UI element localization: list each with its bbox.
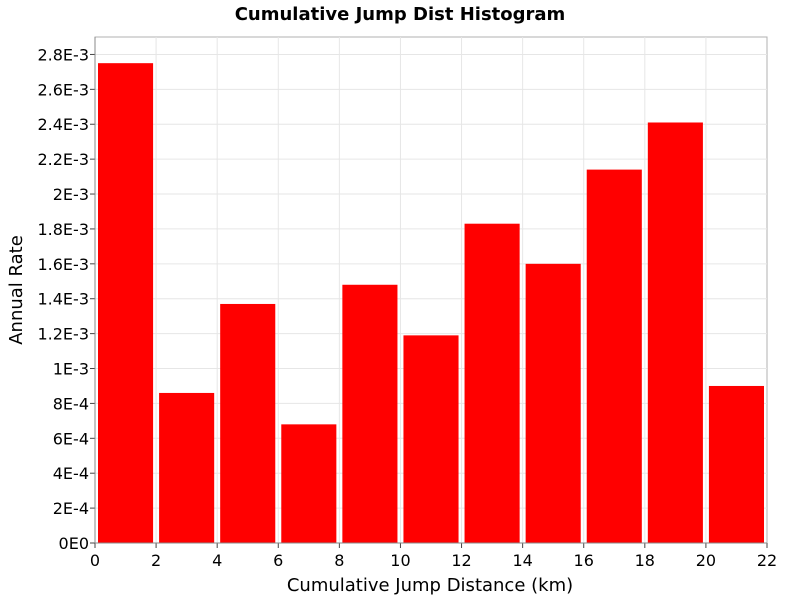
y-axis-label: Annual Rate [6, 235, 27, 345]
histogram-bar [464, 223, 520, 544]
y-tick-label: 1.8E-3 [37, 220, 89, 239]
x-tick-label: 14 [512, 551, 532, 570]
y-tick-label: 2.8E-3 [37, 45, 89, 64]
histogram-bar [281, 424, 337, 543]
histogram-bar [98, 63, 154, 543]
y-tick-label: 1.6E-3 [37, 255, 89, 274]
histogram-bar [159, 392, 215, 543]
x-tick-label: 10 [390, 551, 410, 570]
y-tick-label: 0E0 [59, 534, 89, 553]
x-tick-label: 6 [273, 551, 283, 570]
y-tick-label: 2E-4 [53, 499, 89, 518]
x-tick-label: 20 [696, 551, 716, 570]
histogram-bar [586, 169, 642, 543]
x-tick-label: 22 [757, 551, 777, 570]
y-tick-label: 2.4E-3 [37, 115, 89, 134]
x-tick-label: 16 [574, 551, 594, 570]
y-tick-label: 2.6E-3 [37, 80, 89, 99]
y-tick-label: 6E-4 [53, 429, 89, 448]
y-tick-label: 4E-4 [53, 464, 89, 483]
histogram-bar [647, 122, 703, 543]
histogram-bar [342, 284, 398, 543]
bars-group [98, 63, 764, 544]
x-tick-label: 2 [151, 551, 161, 570]
y-tick-label: 1.2E-3 [37, 325, 89, 344]
y-tick-label: 1E-3 [53, 360, 89, 379]
y-tick-label: 8E-4 [53, 394, 89, 413]
y-axis: 0E0 2E-4 4E-4 6E-4 8E-4 1E-3 1.2E-3 1.4E-3 1.6E-… [37, 37, 96, 553]
histogram-bar [708, 385, 764, 543]
histogram-bar [403, 335, 459, 543]
histogram-bar [525, 263, 581, 543]
histogram-bar [220, 303, 276, 543]
x-tick-label: 0 [90, 551, 100, 570]
y-tick-label: 1.4E-3 [37, 290, 89, 309]
x-axis-label: Cumulative Jump Distance (km) [287, 575, 573, 596]
x-tick-label: 12 [451, 551, 471, 570]
y-tick-label: 2.2E-3 [37, 150, 89, 169]
x-tick-label: 18 [635, 551, 655, 570]
x-tick-label: 4 [212, 551, 222, 570]
y-tick-label: 2E-3 [53, 185, 89, 204]
x-axis: 0 2 4 6 8 10 12 14 16 18 20 22 [90, 542, 777, 570]
chart-title: Cumulative Jump Dist Histogram [235, 4, 566, 25]
x-tick-label: 8 [334, 551, 344, 570]
